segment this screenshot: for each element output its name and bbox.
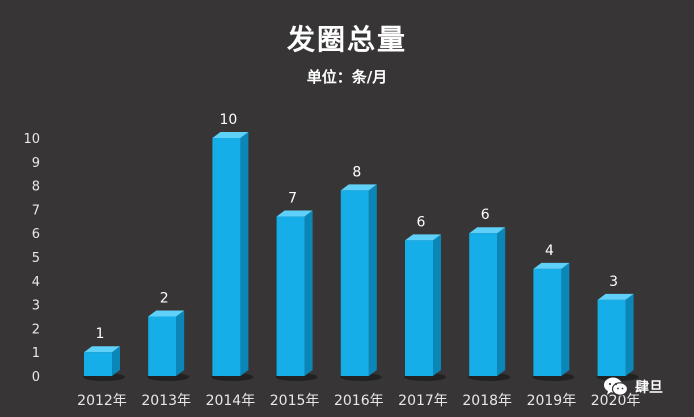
data-label: 1 xyxy=(96,326,105,342)
bars xyxy=(84,132,634,376)
bar-top xyxy=(148,310,185,317)
y-tick-label: 3 xyxy=(32,299,40,314)
data-label: 10 xyxy=(219,112,237,128)
bar-side xyxy=(240,132,249,376)
x-tick-label: 2020年 xyxy=(591,393,641,409)
bar-top xyxy=(212,132,249,138)
y-tick-label: 5 xyxy=(32,251,40,266)
bar xyxy=(84,346,120,376)
watermark-text: 肆旦 xyxy=(635,380,663,396)
bar-front xyxy=(340,190,369,376)
x-axis-ticks: 2012年 2013年 2014年 2015年 2016年 2017年 2018年 2019年… xyxy=(77,393,640,409)
y-tick-label: 4 xyxy=(32,275,40,290)
bar-top xyxy=(405,234,441,241)
bar-front xyxy=(533,268,562,376)
bar-top xyxy=(340,184,377,191)
bar-front xyxy=(212,138,241,376)
data-label: 3 xyxy=(609,274,618,290)
y-tick-label: 2 xyxy=(32,322,40,337)
bar-top xyxy=(84,346,120,353)
bar xyxy=(340,184,377,376)
bar-front xyxy=(469,233,498,376)
y-tick-label: 0 xyxy=(32,370,40,385)
bar xyxy=(212,132,249,376)
data-label: 4 xyxy=(545,243,554,259)
x-tick-label: 2015年 xyxy=(270,393,320,409)
y-tick-label: 7 xyxy=(32,203,40,218)
bar xyxy=(405,234,441,376)
bar-side xyxy=(433,234,441,376)
x-tick-label: 2013年 xyxy=(141,393,191,409)
watermark: 肆旦 xyxy=(603,373,689,401)
bar-side xyxy=(304,210,313,376)
bar-side xyxy=(561,262,570,376)
bar-top xyxy=(469,227,506,234)
chart-subtitle: 单位：条/月 xyxy=(306,68,388,86)
y-tick-label: 6 xyxy=(32,227,40,242)
y-tick-label: 10 xyxy=(23,132,40,147)
wechat-icon xyxy=(604,377,629,396)
bar xyxy=(533,262,570,376)
bar-top xyxy=(276,210,313,217)
bar-front xyxy=(276,216,305,376)
bar xyxy=(276,210,313,376)
bar-top xyxy=(533,262,570,269)
data-label: 6 xyxy=(417,214,426,230)
y-tick-label: 9 xyxy=(32,156,40,171)
data-labels: 1 2 10 7 8 6 6 4 3 xyxy=(96,112,619,342)
bar-front xyxy=(148,316,177,376)
bar-side xyxy=(112,346,120,376)
bar-front xyxy=(84,352,112,376)
chart-title: 发圈总量 xyxy=(286,23,407,56)
bar-side xyxy=(625,293,634,376)
x-tick-label: 2019年 xyxy=(527,393,577,409)
data-label: 8 xyxy=(352,164,361,180)
bar xyxy=(469,227,506,376)
bar-side xyxy=(368,184,377,376)
y-tick-label: 8 xyxy=(32,180,40,195)
x-tick-label: 2017年 xyxy=(398,393,448,409)
bar xyxy=(148,310,185,376)
bar-front xyxy=(597,299,626,376)
bar-side xyxy=(497,227,506,376)
bar-front xyxy=(405,240,433,376)
data-label: 7 xyxy=(288,191,297,207)
y-axis-ticks: 0 1 2 3 4 5 6 7 8 9 10 xyxy=(23,132,40,385)
x-tick-label: 2018年 xyxy=(462,393,512,409)
x-tick-label: 2014年 xyxy=(206,393,256,409)
bar xyxy=(597,293,634,376)
bar-side xyxy=(176,310,185,376)
x-tick-label: 2012年 xyxy=(77,393,127,409)
data-label: 2 xyxy=(160,291,169,307)
bar-top xyxy=(597,293,634,300)
x-tick-label: 2016年 xyxy=(334,393,384,409)
y-tick-label: 1 xyxy=(32,346,40,361)
data-label: 6 xyxy=(481,207,490,223)
